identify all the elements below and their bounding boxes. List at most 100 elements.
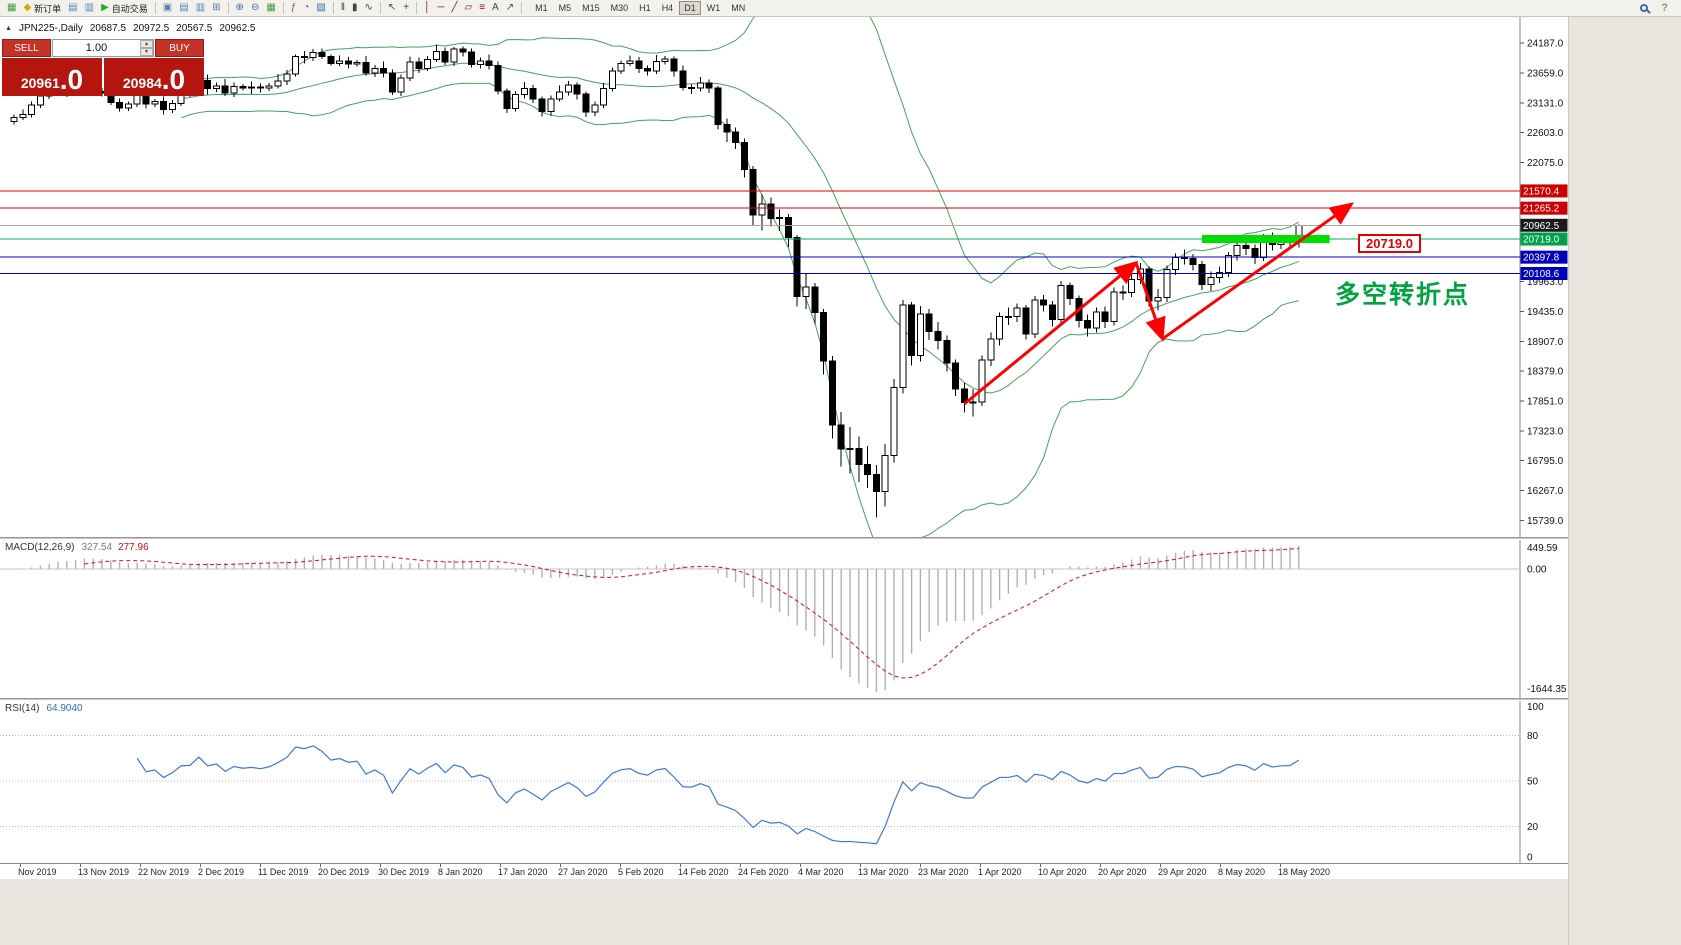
buy-button[interactable]: BUY (155, 39, 204, 57)
grid-icon: ▦ (266, 2, 276, 13)
tile-vertically-button[interactable]: ▥ (193, 1, 208, 16)
bollinger-upper-band (181, 17, 1300, 284)
tile-horizontally-button[interactable]: ▤ (176, 1, 191, 16)
panel-resize-handle-macd[interactable] (0, 537, 1568, 540)
timeframe-m30-button[interactable]: M30 (606, 1, 634, 15)
zoom-in-button[interactable]: ⊕ (233, 1, 247, 16)
time-tick (20, 864, 21, 867)
chart-window[interactable]: ▲ JPN225-,Daily 20687.5 20972.5 20567.5 … (0, 17, 1568, 879)
macd-canvas[interactable]: 449.59 0.00 -1644.35 (0, 540, 1568, 698)
one-click-collapse-toggle[interactable]: ▲ (5, 25, 12, 32)
timeframe-mn-button[interactable]: MN (726, 1, 750, 15)
time-axis[interactable]: Nov 2019 13 Nov 2019 22 Nov 2019 2 Dec 2019… (0, 863, 1568, 879)
time-axis-label: 13 Mar 2020 (858, 867, 909, 877)
templates-icon: ▧ (316, 2, 326, 13)
bull-candle (758, 203, 766, 216)
scale-label: 22603.0 (1527, 128, 1564, 139)
price-panel[interactable]: ▲ JPN225-,Daily 20687.5 20972.5 20567.5 … (0, 17, 1568, 537)
arrange-icons-button[interactable]: ⊞ (209, 1, 223, 16)
trendline-button[interactable]: ╱ (448, 1, 460, 16)
time-axis-label: 4 Mar 2020 (798, 867, 844, 877)
line-chart-mode-button[interactable]: ∿ (362, 1, 376, 16)
templates-button[interactable]: ▧ (313, 1, 328, 16)
one-click-trading-panel[interactable]: SELL 1.00 ▴ ▾ BUY 20961.0 20984.0 (2, 39, 204, 96)
turning-point-annotation[interactable]: 多空转折点 (1335, 281, 1471, 309)
bear-candle (327, 56, 335, 64)
rsi-value: 64.9040 (46, 703, 83, 714)
timeframe-d1-button[interactable]: D1 (679, 1, 701, 15)
timeframe-m5-button[interactable]: M5 (554, 1, 577, 15)
macd-panel[interactable]: MACD(12,26,9) 327.54 277.96 449.59 0.00 -164… (0, 540, 1568, 698)
time-tick (1100, 864, 1101, 867)
volume-value[interactable]: 1.00 (85, 42, 108, 54)
vertical-line-button[interactable]: │ (421, 1, 433, 16)
equidistant-channel-button[interactable]: ▱ (462, 1, 476, 16)
scale-label: 449.59 (1527, 543, 1558, 554)
chart-windows-button[interactable]: ▥ (82, 1, 97, 16)
new-order-button[interactable]: ◆ 新订单 (20, 1, 64, 16)
cursor-button[interactable]: ↖ (385, 1, 399, 16)
bull-candle (450, 48, 458, 63)
crosshair-button[interactable]: + (400, 1, 412, 16)
price-callout[interactable]: 20719.0 (1358, 234, 1421, 253)
timeframe-h4-button[interactable]: H4 (657, 1, 679, 15)
horizontal-line-button[interactable]: ─ (434, 1, 447, 16)
sell-price-button[interactable]: 20961.0 (2, 58, 102, 96)
bull-candle (265, 85, 273, 89)
grid-button[interactable]: ▦ (263, 1, 278, 16)
timeframe-m15-button[interactable]: M15 (577, 1, 605, 15)
rsi-canvas[interactable]: 100 80 50 20 0 (0, 701, 1568, 863)
autotrading-button[interactable]: ▶ 自动交易 (98, 1, 151, 16)
time-tick (860, 864, 861, 867)
trend-arrow[interactable] (963, 260, 1139, 406)
price-chart-canvas[interactable]: 24187.0 23659.0 23131.0 22603.0 22075.0 19963… (0, 17, 1568, 537)
price-badge (1520, 201, 1568, 215)
candlestick-mode-button[interactable]: ▮ (349, 1, 361, 16)
panel-resize-handle-rsi[interactable] (0, 698, 1568, 701)
bear-candle (1048, 304, 1056, 321)
bull-candle (996, 315, 1004, 340)
text-label-button[interactable]: A (489, 1, 502, 16)
bear-candle (767, 203, 775, 220)
trend-arrow[interactable] (1134, 262, 1166, 342)
sell-button[interactable]: SELL (2, 39, 51, 57)
bear-candle (670, 58, 678, 72)
bull-candle (397, 77, 405, 93)
timeframe-m1-button[interactable]: M1 (530, 1, 553, 15)
rsi-name: RSI(14) (5, 703, 40, 714)
zoom-out-button[interactable]: ⊖ (248, 1, 262, 16)
profiles-button[interactable]: ▤ (65, 1, 80, 16)
periods-button[interactable]: ◔ (300, 1, 312, 16)
price-badge-label: 21570.4 (1523, 186, 1560, 197)
bear-candle (441, 50, 449, 63)
bull-candle (28, 104, 36, 116)
bull-candle (432, 50, 440, 60)
rsi-panel[interactable]: RSI(14) 64.9040 100 80 50 20 0 (0, 701, 1568, 863)
trend-arrow[interactable] (1161, 202, 1355, 341)
help-button[interactable]: ? (1652, 1, 1677, 16)
timeframe-w1-button[interactable]: W1 (702, 1, 726, 15)
search-button[interactable] (1637, 1, 1651, 16)
volume-control[interactable]: 1.00 ▴ ▾ (52, 39, 154, 57)
time-axis-label: 27 Jan 2020 (558, 867, 608, 877)
new-chart-button[interactable]: ▦ (4, 1, 19, 16)
bar-chart-mode-button[interactable]: ‖ (338, 1, 348, 16)
buy-price-button[interactable]: 20984.0 (104, 58, 204, 96)
indicators-button[interactable]: ƒ (288, 1, 300, 16)
bull-candle (36, 95, 44, 106)
volume-increase-button[interactable]: ▴ (140, 40, 153, 48)
main-toolbar: ▦ ◆ 新订单 ▤ ▥ ▶ 自动交易 ▣ ▤ ▥ ⊞ ⊕ ⊖ ▦ ƒ ◔ ▧ ‖ ▮ ∿ ↖ + │ ─ ╱ ▱ ≡ A ↗ M1 M5 M… (0, 0, 1681, 17)
fibonacci-icon: ≡ (479, 2, 486, 13)
fibonacci-button[interactable]: ≡ (476, 1, 488, 16)
volume-decrease-button[interactable]: ▾ (140, 48, 153, 56)
cascade-windows-button[interactable]: ▣ (160, 1, 175, 16)
timeframe-h1-button[interactable]: H1 (634, 1, 656, 15)
tile-vertically-icon: ▥ (195, 2, 206, 13)
support-band[interactable] (1202, 235, 1330, 244)
arrows-tool-button[interactable]: ↗ (503, 1, 517, 16)
equidistant-channel-icon: ▱ (464, 2, 473, 13)
price-badge-label: 20108.6 (1523, 269, 1560, 280)
bear-candle (503, 90, 511, 109)
bull-candle (230, 85, 238, 94)
macd-main-value: 327.54 (81, 542, 113, 553)
